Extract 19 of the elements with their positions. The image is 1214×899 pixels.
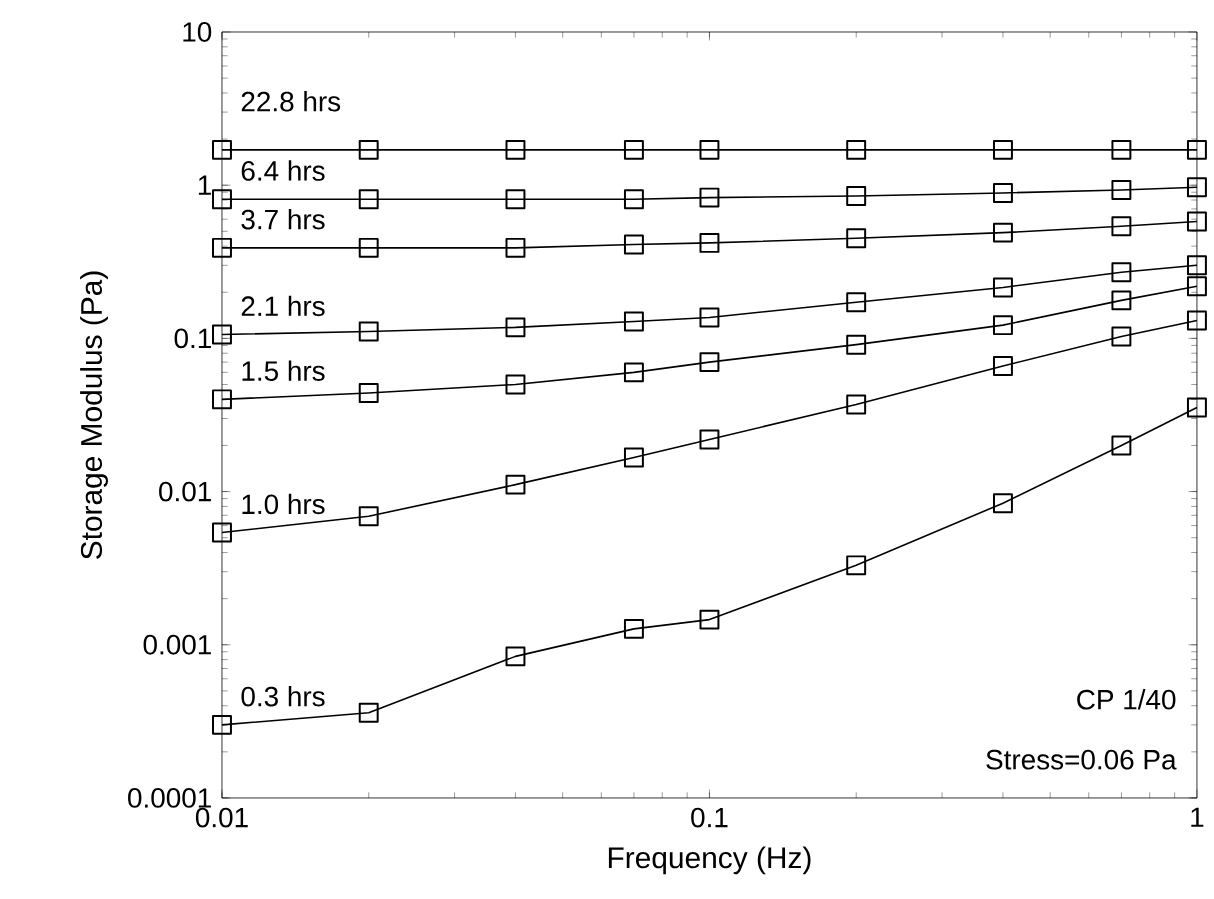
legend-label: 0.3 hrs — [241, 686, 325, 707]
legend-label: 1.0 hrs — [242, 493, 325, 515]
y-tick-label: 0.01 — [159, 481, 211, 502]
annotation: CP 1/40 — [1077, 689, 1176, 710]
y-axis-title: Storage Modulus (Pa) — [80, 271, 108, 560]
x-axis-title: Frequency (Hz) — [608, 846, 811, 875]
y-tick-label: 10 — [183, 22, 212, 42]
legend-label: 1.5 hrs — [242, 360, 325, 381]
y-tick-label: 0.001 — [143, 634, 211, 655]
annotation: Stress=0.06 Pa — [986, 749, 1177, 770]
legend-label: 2.1 hrs — [241, 295, 325, 317]
x-tick-label: 1 — [1191, 807, 1204, 827]
y-tick-label: 1 — [198, 175, 211, 195]
x-tick-label: 0.1 — [691, 807, 728, 828]
legend-label: 6.4 hrs — [241, 160, 325, 181]
y-tick-label: 0.1 — [174, 328, 211, 349]
legend-label: 22.8 hrs — [241, 91, 341, 112]
legend-label: 3.7 hrs — [241, 208, 325, 230]
y-tick-label: 0.0001 — [128, 788, 211, 808]
